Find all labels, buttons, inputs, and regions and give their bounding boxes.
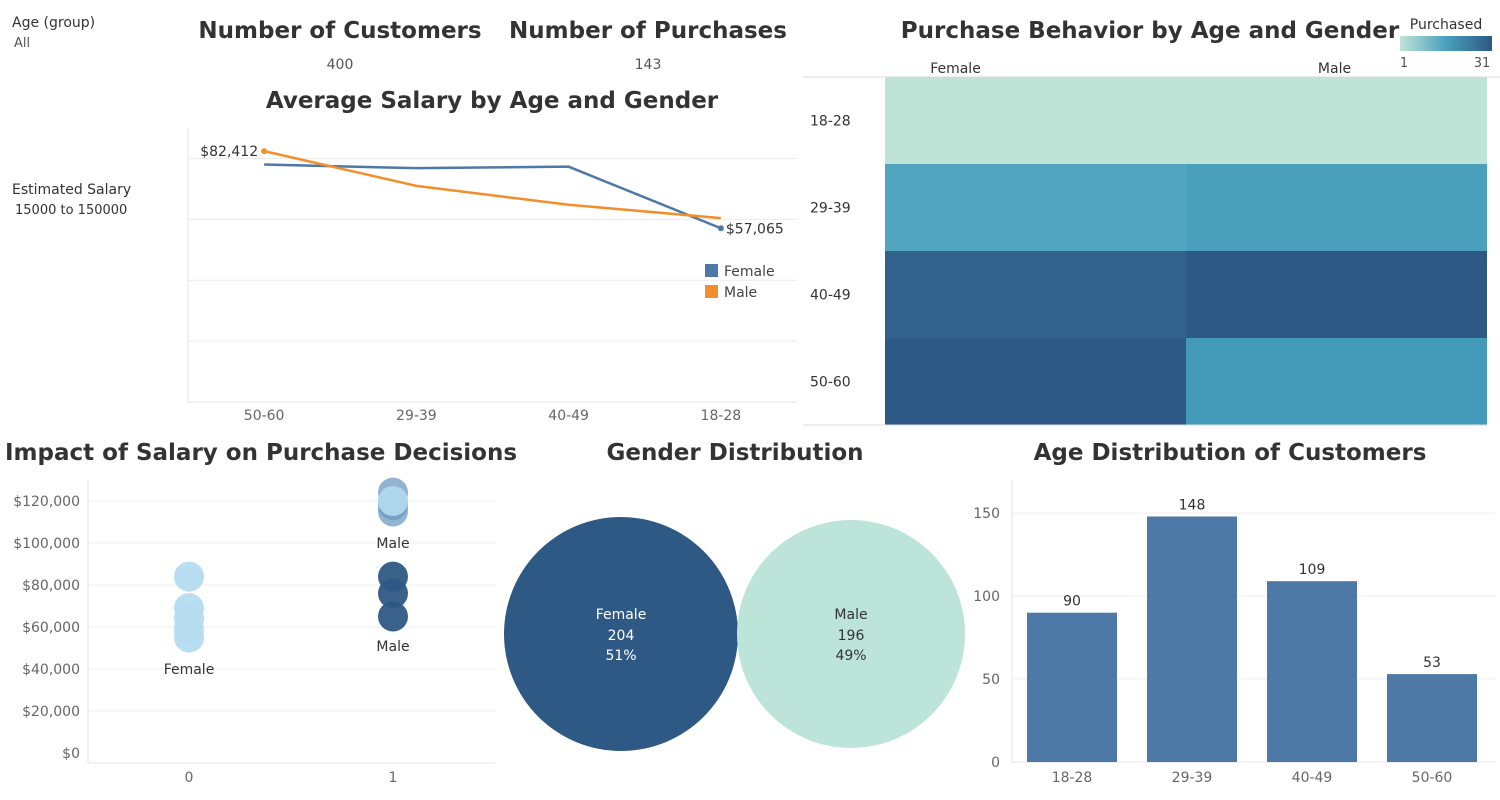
heatmap-title: Purchase Behavior by Age and Gender <box>900 18 1400 44</box>
heatmap-row-header: 18-28 <box>810 114 851 130</box>
scatter-point-label: Male <box>376 639 409 655</box>
heatmap-row-header: 40-49 <box>810 288 851 304</box>
y-tick-label: 0 <box>991 755 1000 771</box>
bar-value-label: 90 <box>1063 594 1081 610</box>
heatmap-legend-max: 31 <box>1474 56 1491 71</box>
gender-title: Gender Distribution <box>606 440 864 466</box>
x-tick-label: 0 <box>185 770 194 786</box>
age-title: Age Distribution of Customers <box>1033 440 1427 466</box>
heatmap-cell[interactable] <box>1186 164 1487 251</box>
x-tick-label: 40-49 <box>1292 770 1333 786</box>
heatmap-legend-title: Purchased <box>1410 17 1482 33</box>
age-bar-50-60[interactable] <box>1387 674 1477 762</box>
salary-filter-value[interactable]: 15000 to 150000 <box>15 203 128 218</box>
x-tick-label: 29-39 <box>1172 770 1213 786</box>
heatmap-column-header: Female <box>930 61 981 77</box>
y-tick-label: $100,000 <box>13 536 80 552</box>
y-tick-label: $20,000 <box>22 704 80 720</box>
y-tick-label: $0 <box>62 746 80 762</box>
age-group-filter-value[interactable]: All <box>14 36 31 51</box>
scatter-title: Impact of Salary on Purchase Decisions <box>5 440 518 466</box>
heatmap-cell[interactable] <box>1186 338 1487 425</box>
x-tick-label: 1 <box>389 770 398 786</box>
kpi-customers-title: Number of Customers <box>198 18 482 44</box>
legend-label: Female <box>724 264 775 280</box>
kpi-purchases-title: Number of Purchases <box>509 18 787 44</box>
x-tick-label: 18-28 <box>701 408 742 424</box>
gender-circle-female[interactable] <box>504 517 738 751</box>
scatter-point-label: Male <box>376 536 409 552</box>
scatter-point[interactable] <box>174 622 204 653</box>
heatmap-cell[interactable] <box>885 338 1186 425</box>
scatter-point[interactable] <box>174 561 204 592</box>
gender-circle-male[interactable] <box>737 520 965 748</box>
scatter-point[interactable] <box>378 486 408 516</box>
scatter-point[interactable] <box>378 578 408 609</box>
heatmap-column-header: Male <box>1318 61 1351 77</box>
bar-value-label: 53 <box>1423 655 1441 671</box>
gender-count: 204 <box>608 628 635 644</box>
line-series-male[interactable] <box>263 149 721 220</box>
gender-percent: 51% <box>605 648 636 664</box>
heatmap-cell[interactable] <box>885 164 1186 251</box>
legend-swatch-female[interactable] <box>705 264 718 277</box>
salary-purchase-scatter[interactable]: $0 $20,000 $40,000 $60,000 $80,000 $100,000 $1… <box>0 470 510 800</box>
age-bar-29-39[interactable] <box>1147 516 1237 762</box>
data-point[interactable] <box>261 148 268 155</box>
salary-filter-label: Estimated Salary <box>12 182 132 198</box>
kpi-customers-value: 400 <box>326 57 354 73</box>
heatmap-cell[interactable] <box>1186 251 1487 338</box>
heatmap-cell[interactable] <box>885 77 1186 164</box>
kpi-purchases-value: 143 <box>634 57 662 73</box>
age-bar-18-28[interactable] <box>1027 612 1117 762</box>
purchase-heatmap[interactable]: Female Male 18-28 29-39 40-49 50-60 Purchased 1… <box>800 0 1500 430</box>
gender-label: Male <box>834 607 867 623</box>
data-point[interactable] <box>717 225 724 232</box>
heatmap-cell[interactable] <box>885 251 1186 338</box>
age-bar-40-49[interactable] <box>1267 581 1357 762</box>
heatmap-legend-min: 1 <box>1400 56 1408 71</box>
scatter-point-label: Female <box>164 662 215 678</box>
x-tick-label: 29-39 <box>396 408 437 424</box>
x-tick-label: 40-49 <box>548 408 589 424</box>
y-tick-label: $80,000 <box>22 578 80 594</box>
y-tick-label: 150 <box>973 506 1000 522</box>
x-tick-label: 50-60 <box>1412 770 1453 786</box>
data-label: $57,065 <box>726 221 784 237</box>
gender-percent: 49% <box>835 648 866 664</box>
y-tick-label: $120,000 <box>13 494 80 510</box>
y-tick-label: $40,000 <box>22 662 80 678</box>
legend-label: Male <box>724 285 757 301</box>
age-group-filter-label: Age (group) <box>12 15 96 31</box>
y-tick-label: $60,000 <box>22 620 80 636</box>
gender-count: 196 <box>838 628 865 644</box>
data-label: $82,412 <box>200 144 258 160</box>
heatmap-row-header: 50-60 <box>810 375 851 391</box>
heatmap-row-header: 29-39 <box>810 201 851 217</box>
heatmap-legend-gradient <box>1400 36 1492 51</box>
salary-line-title: Average Salary by Age and Gender <box>265 88 719 114</box>
line-series-female[interactable] <box>264 163 722 230</box>
gender-distribution-chart[interactable]: Female 204 51% Male 196 49% <box>495 470 975 800</box>
y-tick-label: 100 <box>973 589 1000 605</box>
bar-value-label: 109 <box>1299 562 1326 578</box>
y-tick-label: 50 <box>982 672 1000 688</box>
x-tick-label: 50-60 <box>244 408 285 424</box>
scatter-point[interactable] <box>378 601 408 632</box>
bar-value-label: 148 <box>1179 497 1206 513</box>
age-distribution-chart[interactable]: 0 50 100 150 90 18-28 148 29-39 109 40-49 53 50-60 <box>960 470 1500 800</box>
heatmap-cell[interactable] <box>1186 77 1487 164</box>
gender-label: Female <box>596 607 647 623</box>
x-tick-label: 18-28 <box>1052 770 1093 786</box>
legend-swatch-male[interactable] <box>705 285 718 298</box>
salary-line-chart[interactable]: 50-60 29-39 40-49 18-28 $82,412 $57,065 Female… <box>0 0 800 430</box>
